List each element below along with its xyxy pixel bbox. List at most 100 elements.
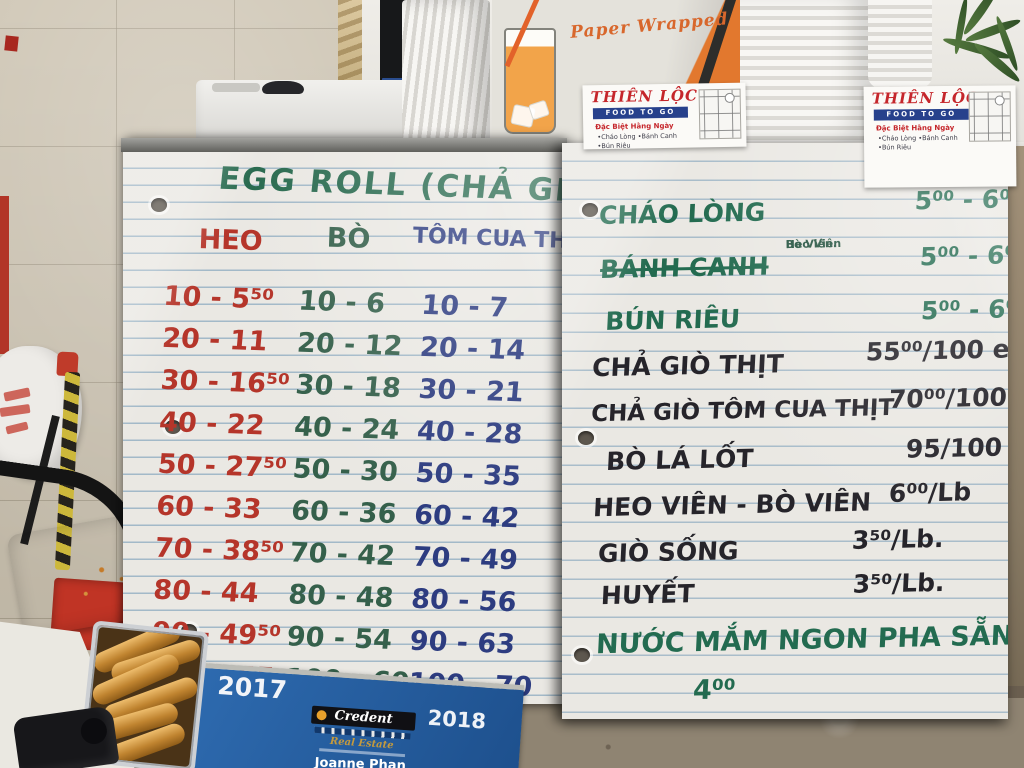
price-cell: 90 - 54 — [285, 621, 394, 656]
menu-item-name: BÒ LÁ LỐT — [605, 443, 755, 476]
menu-item-price: 5⁰⁰ - 6⁰⁰ — [920, 294, 1008, 326]
punch-hole — [578, 431, 594, 445]
menu-item-price: 95/100 ea. — [905, 432, 1008, 464]
menu-item-price: 5⁰⁰ - 6⁰⁰ — [919, 240, 1008, 272]
column-header-heo: HEO — [198, 223, 264, 258]
menu-item: CHÁO LÒNG 5⁰⁰ - 6⁰⁰ — [563, 184, 1008, 247]
card-subtitle: FOOD TO GO — [873, 108, 969, 121]
menu-item-name: CHÁO LÒNG — [598, 197, 767, 231]
price-cell: 40 - 22 — [157, 406, 266, 442]
menu-item-name: BÚN RIÊU — [604, 304, 741, 336]
menu-item: BÚN RIÊU 5⁰⁰ - 6⁰⁰ — [565, 294, 1008, 353]
menu-price-board: CHÁO LÒNG 5⁰⁰ - 6⁰⁰ BÁNH CANH Bò Viên. H… — [562, 143, 1008, 719]
price-cell: 50 - 35 — [414, 457, 523, 493]
foam-container-stack — [402, 0, 490, 146]
price-cell: 60 - 36 — [289, 495, 398, 531]
price-cell: 40 - 24 — [292, 411, 401, 447]
price-cell: 10 - 6 — [297, 285, 387, 320]
punch-hole — [574, 648, 590, 662]
bag-print — [5, 421, 29, 435]
red-magnet — [4, 35, 19, 52]
card-tagline: Đặc Biệt Hằng Ngày — [875, 123, 955, 133]
price-row: 60 - 33 60 - 36 60 - 42 — [123, 489, 554, 544]
menu-item: HUYẾT 3⁵⁰/Lb. — [571, 568, 1008, 627]
price-cell: 30 - 18 — [294, 369, 403, 405]
column-header-bo: BÒ — [326, 222, 371, 255]
menu-item-price: 5⁰⁰ - 6⁰⁰ — [914, 184, 1008, 216]
price-cell: 50 - 27⁵⁰ — [156, 448, 288, 485]
price-row: 50 - 27⁵⁰ 50 - 30 50 - 35 — [123, 447, 555, 502]
brand-name: Credent — [333, 708, 394, 728]
price-cell: 10 - 5⁵⁰ — [162, 280, 275, 316]
menu-item-price: 55⁰⁰/100 ea — [865, 334, 1008, 367]
card-title: THIÊN LỘC — [590, 86, 699, 107]
board-frame — [121, 138, 567, 152]
menu-item-name: NƯỚC MẮM NGON PHA SẴN — [595, 620, 1008, 661]
price-cell: 20 - 14 — [418, 331, 527, 367]
egg-roll-price-board: EGG ROLL (CHẢ GIÒ) HEO BÒ TÔM CUA THỊT 1… — [121, 138, 567, 704]
map-icon — [968, 91, 1012, 142]
price-cell: 60 - 42 — [412, 499, 521, 535]
card-subtitle: FOOD TO GO — [592, 106, 689, 120]
mini-month-grids — [189, 701, 304, 768]
sun-icon — [316, 709, 327, 721]
menu-item-price: 4⁰⁰ — [692, 674, 737, 707]
board-content: EGG ROLL (CHẢ GIÒ) HEO BÒ TÔM CUA THỊT 1… — [123, 152, 565, 704]
menu-item-price: 3⁵⁰/Lb. — [851, 523, 945, 555]
price-row: 30 - 16⁵⁰ 30 - 18 30 - 21 — [123, 363, 558, 418]
agent-name: Joanne Phan — [314, 755, 407, 768]
price-row: 40 - 22 40 - 24 40 - 28 — [123, 405, 557, 460]
note-line: Bò Viên. — [785, 237, 838, 252]
board-content: CHÁO LÒNG 5⁰⁰ - 6⁰⁰ BÁNH CANH Bò Viên. H… — [562, 143, 1008, 719]
foam-container-stack — [868, 0, 932, 88]
card-tagline: Đặc Biệt Hằng Ngày — [595, 121, 674, 132]
device-knob — [79, 716, 109, 746]
red-pole — [0, 196, 9, 354]
bag-print — [3, 387, 31, 402]
menu-item: BÁNH CANH Bò Viên. Heo Viên 5⁰⁰ - 6⁰⁰ — [564, 237, 1008, 301]
fridge-handle — [212, 83, 260, 92]
board-title: EGG ROLL (CHẢ GIÒ) — [216, 160, 565, 211]
card-menu-line: •Bún Riêu — [878, 143, 912, 152]
menu-item-name: HUYẾT — [600, 579, 696, 611]
menu-item-price: 70⁰⁰/100 ea — [888, 382, 1008, 415]
thien-loc-card: THIÊN LỘC FOOD TO GO Đặc Biệt Hằng Ngày … — [863, 85, 1017, 188]
white-fridge-top — [196, 80, 410, 146]
price-cell: 60 - 33 — [154, 490, 263, 526]
menu-item-name: BÁNH CANH — [599, 251, 770, 285]
price-cell: 20 - 12 — [295, 327, 404, 363]
punch-hole — [165, 420, 181, 434]
price-cell: 80 - 56 — [409, 583, 518, 619]
menu-item-name: CHẢ GIÒ TÔM CUA THỊT — [590, 394, 895, 428]
menu-item-price: 3⁵⁰/Lb. — [852, 567, 946, 599]
price-row: 80 - 44 80 - 48 80 - 56 — [123, 573, 551, 628]
menu-item: BÒ LÁ LỐT 95/100 ea. — [568, 432, 1008, 493]
menu-item: CHẢ GIÒ THỊT 55⁰⁰/100 ea — [566, 334, 1008, 399]
price-cell: 10 - 7 — [420, 289, 510, 324]
calendar-year-2018: 2018 — [426, 705, 487, 734]
juice-glass-graphic — [504, 28, 556, 134]
menu-item: NƯỚC MẮM NGON PHA SẴN 4⁰⁰ — [572, 620, 1008, 706]
price-cell: 40 - 28 — [415, 415, 524, 451]
price-row: 20 - 11 20 - 12 20 - 14 — [123, 321, 560, 376]
price-cell: 70 - 49 — [411, 541, 520, 577]
lined-paper: EGG ROLL (CHẢ GIÒ) HEO BÒ TÔM CUA THỊT 1… — [123, 152, 565, 704]
menu-item-price: 6⁰⁰/Lb — [888, 477, 972, 509]
calendar-branding: Credent Real Estate Joanne Phan — [302, 705, 426, 768]
card-title: THIÊN LỘC — [871, 88, 980, 108]
price-cell: 30 - 16⁵⁰ — [159, 364, 291, 401]
price-row: 10 - 5⁵⁰ 10 - 6 10 - 7 — [123, 279, 561, 334]
menu-item: HEO VIÊN - BÒ VIÊN 6⁰⁰/Lb — [569, 477, 1008, 539]
price-cell: 70 - 42 — [288, 537, 397, 572]
price-row: 70 - 38⁵⁰ 70 - 42 70 - 49 — [123, 531, 552, 586]
menu-item: CHẢ GIÒ TÔM CUA THỊT 70⁰⁰/100 ea — [567, 382, 1008, 447]
card-menu-line: •Bún Riêu — [597, 141, 631, 150]
calendar-year-2017: 2017 — [216, 670, 288, 705]
menu-item: GIÒ SỐNG 3⁵⁰/Lb. — [570, 524, 1008, 585]
menu-item-name: CHẢ GIÒ THỊT — [591, 349, 785, 383]
card-menu-line: •Cháo Lòng •Bánh Canh — [597, 131, 678, 142]
price-cell: 20 - 11 — [160, 322, 269, 358]
price-cell: 70 - 38⁵⁰ — [153, 532, 285, 569]
map-icon — [698, 88, 742, 140]
